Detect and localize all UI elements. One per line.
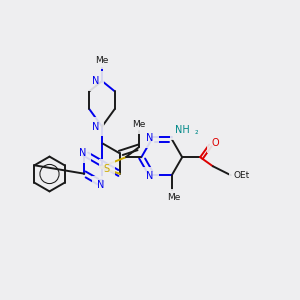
Text: N: N	[146, 133, 154, 143]
Text: Me: Me	[167, 194, 180, 202]
Text: ₂: ₂	[194, 127, 198, 136]
Text: NH: NH	[175, 125, 190, 135]
Text: N: N	[79, 148, 86, 158]
Text: OEt: OEt	[233, 171, 249, 180]
Text: S: S	[104, 164, 110, 174]
Text: O: O	[212, 138, 220, 148]
Text: Me: Me	[132, 120, 146, 129]
Text: N: N	[146, 171, 154, 182]
Text: N: N	[92, 122, 99, 132]
Text: N: N	[92, 76, 99, 86]
Text: N: N	[97, 180, 104, 190]
Text: Me: Me	[95, 56, 109, 64]
